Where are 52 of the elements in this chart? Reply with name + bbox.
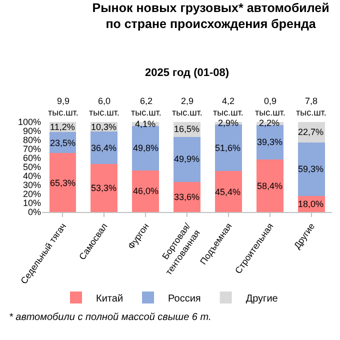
annotation: 6,0 тыс.шт.: [89, 96, 120, 118]
legend-label: Китай: [96, 293, 124, 304]
annotation: 6,2 тыс.шт.: [131, 96, 162, 118]
data-label: 51,6%: [215, 143, 241, 153]
y-tick-label: 60%: [22, 153, 41, 164]
chart-title: Рынок новых грузовых* автомобилей по стране происхождения бренда: [92, 0, 330, 32]
bar: [174, 136, 200, 182]
y-tick-label: 10%: [22, 198, 41, 208]
legend-label: Другие: [246, 293, 278, 304]
bar: [49, 153, 76, 212]
data-label: 53,3%: [91, 183, 117, 193]
bar: [214, 171, 242, 212]
y-tick-label: 70%: [22, 144, 41, 154]
data-label: 10,3%: [91, 122, 117, 132]
y-tick-label: 20%: [22, 189, 41, 200]
data-label: 23,5%: [50, 138, 76, 148]
legend-label: Россия: [168, 293, 201, 304]
data-label: 18,0%: [298, 199, 324, 209]
bar: [132, 170, 160, 212]
annotation: 0,9 тыс.шт.: [255, 96, 286, 118]
chart-subtitle: 2025 год (01-08): [145, 67, 230, 79]
y-tick-label: 40%: [22, 171, 41, 182]
data-label: 45,4%: [215, 187, 241, 197]
text: * автомобили с полной массой свыше 6 т.: [9, 312, 212, 323]
data-label: 16,5%: [174, 124, 200, 134]
data-label: 58,4%: [257, 181, 283, 191]
data-label: 39,3%: [257, 137, 283, 147]
annotation: 2,9 тыс.шт.: [172, 96, 202, 118]
annotation: 9,9 тыс.шт.: [48, 96, 78, 118]
data-label: 2,2%: [259, 118, 280, 128]
data-label: 49,9%: [174, 154, 200, 164]
y-tick-label: 80%: [22, 135, 41, 146]
data-label: 65,3%: [50, 178, 76, 188]
annotation: 4,2 тыс.шт.: [213, 96, 244, 118]
data-label: 49,8%: [133, 143, 159, 153]
data-label: 4,1%: [135, 119, 156, 129]
bar: [90, 164, 118, 212]
data-label: 22,7%: [298, 127, 324, 137]
y-tick-label: 100%: [18, 117, 41, 128]
bar: [298, 142, 325, 196]
data-label: 2,9%: [218, 118, 239, 128]
y-tick-label: 90%: [22, 126, 41, 136]
data-label: 46,0%: [133, 186, 159, 196]
y-tick-label: 0%: [28, 207, 41, 218]
annotation: 7,8 тыс.шт.: [296, 96, 326, 118]
y-tick-label: 50%: [22, 162, 41, 172]
data-label: 36,4%: [91, 143, 117, 153]
data-label: 11,2%: [50, 122, 75, 132]
data-label: 59,3%: [298, 164, 324, 174]
y-tick-label: 30%: [22, 180, 41, 190]
bar: [256, 159, 284, 212]
data-label: 33,6%: [174, 192, 200, 202]
